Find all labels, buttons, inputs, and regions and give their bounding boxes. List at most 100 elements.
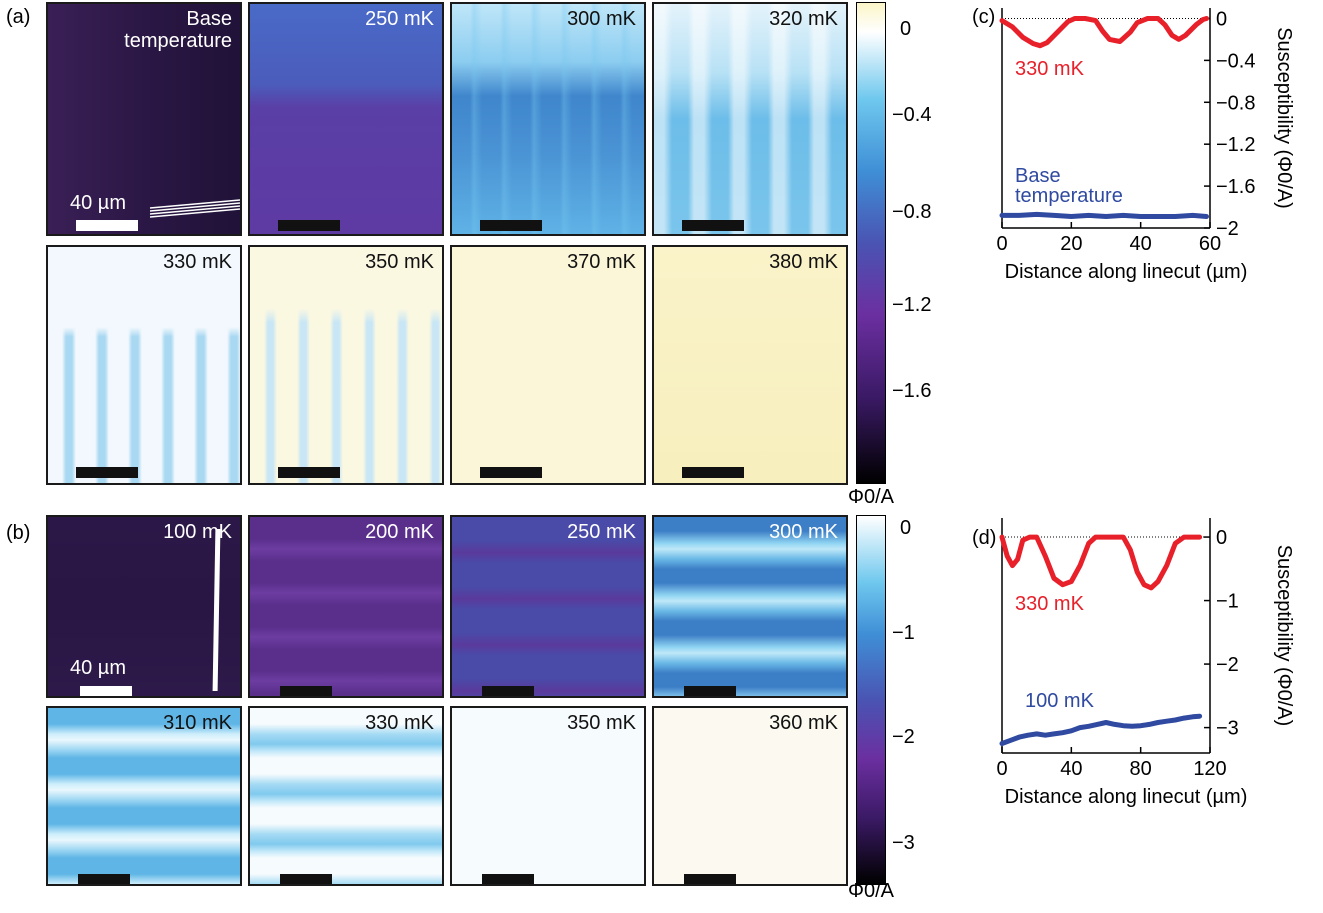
colorbar-a-tick: −0.8 <box>892 201 932 223</box>
susceptibility-map-a-300mk: 300 mK <box>450 2 646 236</box>
colorbar-b-unit: Φ0/A <box>848 880 894 902</box>
scale-bar <box>278 220 340 231</box>
series-label: 330 mK <box>1015 593 1085 615</box>
scale-bar <box>482 686 534 696</box>
series-line <box>999 534 1203 591</box>
scale-bar <box>682 467 744 478</box>
temperature-label: 310 mK <box>163 712 232 734</box>
scale-bar <box>78 874 130 884</box>
y-tick-label: 0 <box>1216 8 1227 30</box>
susceptibility-map-a-330mk: 330 mK <box>46 245 242 485</box>
y-tick-label: −1 <box>1216 591 1239 613</box>
temperature-label: 380 mK <box>769 251 838 273</box>
scale-bar <box>684 686 736 696</box>
y-axis-label: Susceptibility (Φ0/A) <box>1273 545 1295 727</box>
scale-bar <box>480 220 542 231</box>
scale-bar <box>280 874 332 884</box>
temperature-label: 330 mK <box>365 712 434 734</box>
y-axis-label: Susceptibility (Φ0/A) <box>1273 27 1295 209</box>
x-tick-label: 0 <box>996 233 1007 255</box>
y-tick-label: 0 <box>1216 527 1227 549</box>
susceptibility-map-b-250mk: 250 mK <box>450 515 646 698</box>
susceptibility-map-b-300mk: 300 mK <box>652 515 848 698</box>
colorbar-a-tick: −0.4 <box>892 104 932 126</box>
panel-label-b: (b) <box>6 522 31 544</box>
linecut-line <box>212 528 221 692</box>
scale-bar <box>280 686 332 696</box>
panel-label-a: (a) <box>6 6 31 28</box>
colorbar-a-tick: −1.6 <box>892 380 932 402</box>
susceptibility-map-b-310mk: 310 mK <box>46 706 242 886</box>
temperature-label: 250 mK <box>365 8 434 30</box>
susceptibility-map-a-250mk: 250 mK <box>248 2 444 236</box>
colorbar-b-tick: −1 <box>892 622 915 644</box>
x-tick-label: 40 <box>1130 233 1152 255</box>
scale-bar <box>684 874 736 884</box>
series-label: 100 mK <box>1025 690 1095 712</box>
x-tick-label: 0 <box>996 758 1007 780</box>
scale-bar <box>76 467 138 478</box>
temperature-label: 320 mK <box>769 8 838 30</box>
x-tick-label: 120 <box>1193 758 1226 780</box>
series-label: 330 mK <box>1015 58 1085 80</box>
series-line <box>999 713 1203 746</box>
susceptibility-map-b-360mk: 360 mK <box>652 706 848 886</box>
temperature-label: 300 mK <box>567 8 636 30</box>
linecut-chart-d: 0 40 80 120 0 −1 −2 −3 330 mK 100 mK Distance alon… <box>996 518 1295 808</box>
scale-bar <box>682 220 744 231</box>
colorbar-b-tick: −3 <box>892 832 915 854</box>
colorbar-b <box>856 515 886 885</box>
susceptibility-map-a-370mk: 370 mK <box>450 245 646 485</box>
x-tick-label: 60 <box>1199 233 1221 255</box>
scale-bar-label: 40 µm <box>70 657 126 679</box>
temperature-label: Base temperature <box>124 8 232 52</box>
series-line <box>999 16 1209 49</box>
temperature-label: 350 mK <box>567 712 636 734</box>
temperature-label: 100 mK <box>163 521 232 543</box>
colorbar-a-unit: Φ0/A <box>848 486 894 508</box>
temperature-label: 350 mK <box>365 251 434 273</box>
temperature-label: 370 mK <box>567 251 636 273</box>
x-tick-label: 20 <box>1060 233 1082 255</box>
scale-bar-label: 40 µm <box>70 192 126 214</box>
y-tick-label: −2 <box>1216 654 1239 676</box>
scale-bar <box>480 467 542 478</box>
series-line <box>999 211 1209 219</box>
susceptibility-map-b-330mk: 330 mK <box>248 706 444 886</box>
colorbar-a-tick: −1.2 <box>892 294 932 316</box>
temperature-label: 200 mK <box>365 521 434 543</box>
x-axis-label: Distance along linecut (µm) <box>1005 786 1248 808</box>
y-tick-label: −0.4 <box>1216 50 1255 72</box>
series-label: Base <box>1015 165 1061 187</box>
scale-bar <box>278 467 340 478</box>
x-tick-label: 40 <box>1060 758 1082 780</box>
linecut-lines <box>149 199 240 218</box>
linecut-chart-c: 0 20 40 60 0 −0.4 −0.8 −1.2 −1.6 −2 330 mK Basetemp… <box>996 8 1295 283</box>
panel-label-c: (c) <box>972 6 996 28</box>
colorbar-b-tick: −2 <box>892 726 915 748</box>
susceptibility-map-b-200mk: 200 mK <box>248 515 444 698</box>
y-tick-label: −0.8 <box>1216 92 1255 114</box>
susceptibility-map-a-320mk: 320 mK <box>652 2 848 236</box>
series-label: temperature <box>1015 185 1123 207</box>
colorbar-b-tick: 0 <box>900 517 912 539</box>
scale-bar <box>76 220 138 231</box>
x-axis-label: Distance along linecut (µm) <box>1005 261 1248 283</box>
y-tick-label: −2 <box>1216 218 1239 240</box>
susceptibility-map-b-350mk: 350 mK <box>450 706 646 886</box>
panel-label-d: (d) <box>972 527 997 549</box>
temperature-label: 360 mK <box>769 712 838 734</box>
y-tick-label: −1.6 <box>1216 176 1255 198</box>
colorbar-a <box>856 2 886 484</box>
scale-bar <box>482 874 534 884</box>
susceptibility-map-a-base: Base temperature 40 µm <box>46 2 242 236</box>
temperature-label: 300 mK <box>769 521 838 543</box>
x-tick-label: 80 <box>1130 758 1152 780</box>
susceptibility-map-b-100mk: 100 mK 40 µm <box>46 515 242 698</box>
temperature-label: 250 mK <box>567 521 636 543</box>
temperature-label: 330 mK <box>163 251 232 273</box>
susceptibility-map-a-380mk: 380 mK <box>652 245 848 485</box>
colorbar-a-tick: 0 <box>900 18 912 40</box>
y-tick-label: −3 <box>1216 718 1239 740</box>
scale-bar <box>80 686 132 696</box>
